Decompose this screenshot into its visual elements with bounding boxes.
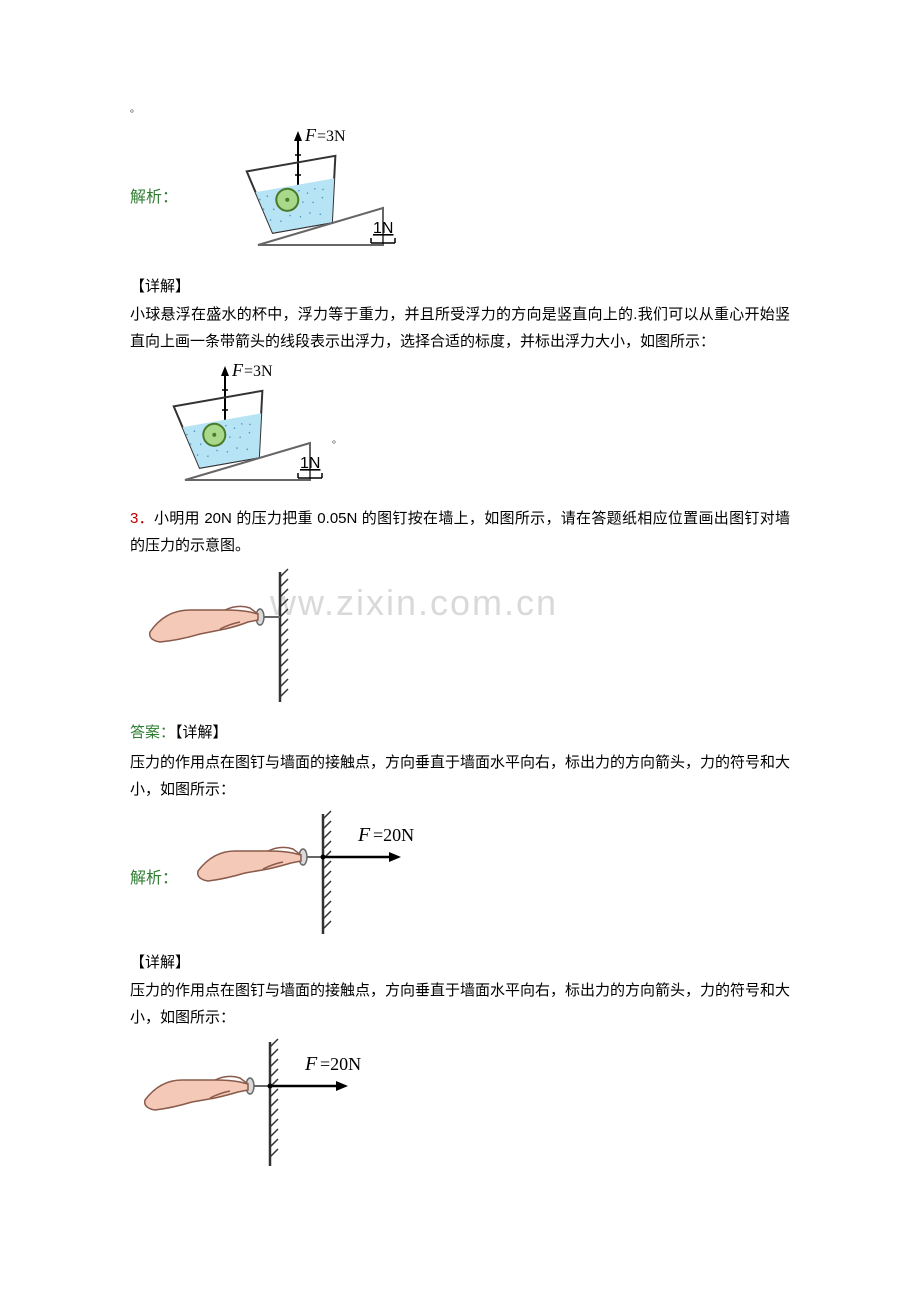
svg-text:=20N: =20N [320, 1054, 361, 1074]
svg-text:F: F [304, 125, 317, 145]
xiangjie-heading-1: 【详解】 [130, 275, 790, 296]
svg-text:。: 。 [332, 435, 342, 446]
buoyancy-diagram-1: F =3N [183, 123, 413, 267]
svg-text:F: F [304, 1053, 318, 1075]
jiexi-label-1: 解析： [130, 183, 178, 207]
explanation-paragraph-2: 压力的作用点在图钉与墙面的接触点，方向垂直于墙面水平向右，标出力的方向箭头，力的… [130, 749, 790, 803]
jiexi-label-2: 解析： [130, 864, 178, 888]
svg-text:F: F [231, 360, 244, 380]
buoyancy-diagram-2: F =3N [130, 358, 360, 502]
problem-3-number: 3． [130, 510, 154, 527]
explanation-paragraph-1: 小球悬浮在盛水的杯中，浮力等于重力，并且所受浮力的方向是竖直向上的.我们可以从重… [130, 301, 790, 355]
svg-text:1N: 1N [373, 220, 393, 237]
ellipsis-mark: 。 [130, 100, 790, 115]
pin-diagram-3: F =20N [130, 1034, 430, 1178]
problem-3-body: 小明用 20N 的压力把重 0.05N 的图钉按在墙上，如图所示，请在答题纸相应… [130, 510, 790, 554]
xiangjie-heading-2: 【详解】 [130, 951, 790, 972]
svg-text:F: F [357, 824, 371, 846]
answer-heading: 答案：【详解】 [130, 719, 790, 746]
pin-diagram-1 [130, 562, 370, 716]
svg-text:=3N: =3N [317, 128, 346, 145]
svg-text:=20N: =20N [373, 825, 414, 845]
xiangjie-inline-1: 【详解】 [175, 724, 228, 741]
svg-text:=3N: =3N [244, 363, 273, 380]
pin-diagram-2: F =20N [183, 809, 483, 943]
problem-3-text: 3．小明用 20N 的压力把重 0.05N 的图钉按在墙上，如图所示，请在答题纸… [130, 505, 790, 559]
explanation-paragraph-3: 压力的作用点在图钉与墙面的接触点，方向垂直于墙面水平向右，标出力的方向箭头，力的… [130, 977, 790, 1031]
daan-label: 答案： [130, 724, 175, 741]
svg-text:1N: 1N [300, 455, 320, 472]
